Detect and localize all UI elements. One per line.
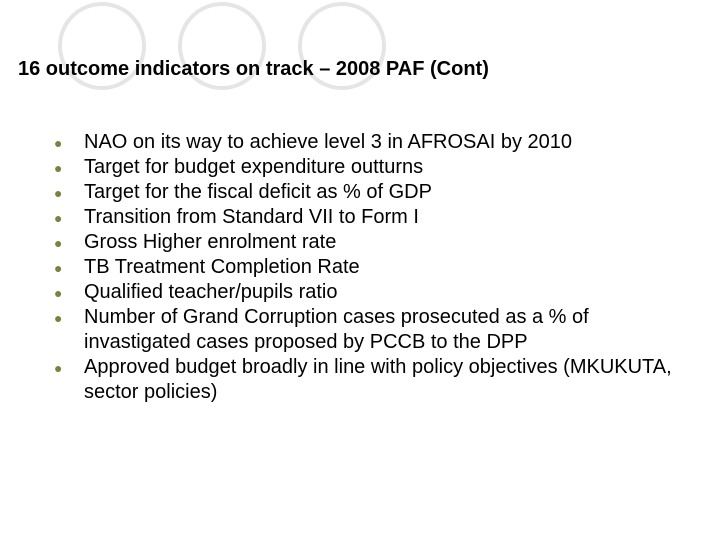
list-item-text: Target for budget expenditure outturns bbox=[84, 156, 423, 178]
list-item: Approved budget broadly in line with pol… bbox=[50, 355, 680, 405]
list-item: Transition from Standard VII to Form I bbox=[50, 205, 680, 230]
list-item-text: Transition from Standard VII to Form I bbox=[84, 206, 419, 228]
list-item: TB Treatment Completion Rate bbox=[50, 255, 680, 280]
list-item-text: Gross Higher enrolment rate bbox=[84, 231, 336, 253]
bullet-list-container: NAO on its way to achieve level 3 in AFR… bbox=[50, 130, 680, 405]
list-item-text: Approved budget broadly in line with pol… bbox=[84, 356, 672, 403]
list-item: Target for the fiscal deficit as % of GD… bbox=[50, 180, 680, 205]
list-item: NAO on its way to achieve level 3 in AFR… bbox=[50, 130, 680, 155]
list-item-text: Qualified teacher/pupils ratio bbox=[84, 281, 337, 303]
list-item: Target for budget expenditure outturns bbox=[50, 155, 680, 180]
slide-title: 16 outcome indicators on track – 2008 PA… bbox=[18, 58, 489, 81]
list-item-text: Number of Grand Corruption cases prosecu… bbox=[84, 306, 589, 353]
list-item-text: NAO on its way to achieve level 3 in AFR… bbox=[84, 131, 572, 153]
list-item-text: Target for the fiscal deficit as % of GD… bbox=[84, 181, 432, 203]
list-item-text: TB Treatment Completion Rate bbox=[84, 256, 360, 278]
bullet-list: NAO on its way to achieve level 3 in AFR… bbox=[50, 130, 680, 405]
list-item: Gross Higher enrolment rate bbox=[50, 230, 680, 255]
list-item: Qualified teacher/pupils ratio bbox=[50, 280, 680, 305]
list-item: Number of Grand Corruption cases prosecu… bbox=[50, 305, 680, 355]
